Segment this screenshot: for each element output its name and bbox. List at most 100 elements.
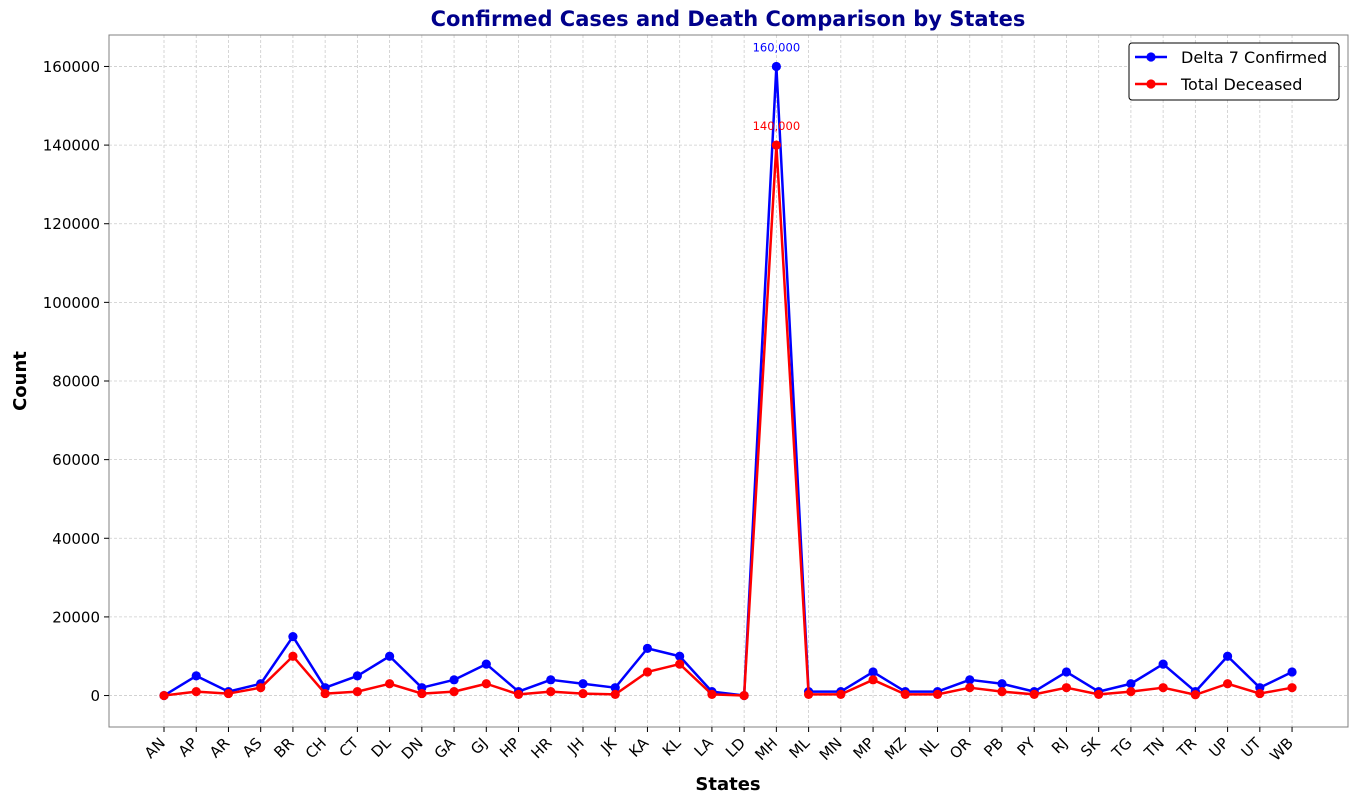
- series-group: [159, 61, 1297, 701]
- data-point: [868, 667, 878, 677]
- data-point: [481, 659, 491, 669]
- x-tick-label: UT: [1238, 734, 1266, 762]
- x-tick-label: SK: [1077, 733, 1104, 760]
- data-point: [578, 679, 588, 689]
- data-point: [1094, 689, 1104, 699]
- x-tick-label: BR: [270, 734, 297, 761]
- legend-label: Total Deceased: [1180, 75, 1302, 94]
- x-tick-label: HR: [528, 734, 556, 762]
- x-tick-label: WB: [1266, 734, 1296, 764]
- x-tick-label: OR: [946, 734, 974, 762]
- data-point: [385, 651, 395, 661]
- data-label: 140,000: [753, 119, 801, 133]
- data-point: [836, 689, 846, 699]
- series-line: [163, 143, 1293, 697]
- data-point: [1158, 683, 1168, 693]
- data-point: [449, 675, 459, 685]
- legend-swatch-marker: [1146, 52, 1156, 62]
- data-point: [191, 671, 201, 681]
- data-point: [804, 689, 814, 699]
- data-point: [191, 687, 201, 697]
- data-point: [965, 683, 975, 693]
- series-line: [163, 65, 1293, 697]
- data-point: [642, 667, 653, 677]
- y-tick-label: 60000: [52, 451, 100, 469]
- series-deceased: [159, 140, 1297, 701]
- x-tick-label: MP: [850, 734, 878, 762]
- x-tick-label: AS: [239, 734, 266, 761]
- x-tick-label: DL: [368, 734, 395, 761]
- data-point: [610, 689, 620, 699]
- data-point: [256, 683, 266, 693]
- x-axis: AN AP AR AS BR CH CT DL DN GA GJ HP HR JH JK KA KL LA LD MH…: [141, 727, 1297, 765]
- data-point: [481, 679, 491, 689]
- data-point: [578, 688, 588, 699]
- chart-title: Confirmed Cases and Death Comparison by …: [431, 7, 1026, 31]
- x-tick-label: CT: [336, 734, 363, 761]
- x-tick-label: AP: [175, 734, 201, 760]
- data-point: [997, 687, 1007, 697]
- data-point: [159, 690, 169, 701]
- x-axis-label: States: [695, 774, 760, 795]
- data-point: [320, 688, 330, 699]
- data-point: [1126, 687, 1136, 697]
- x-tick-label: UP: [1206, 734, 1233, 761]
- y-tick-label: 80000: [52, 373, 100, 391]
- y-tick-label: 40000: [52, 530, 100, 548]
- data-point: [1222, 651, 1233, 661]
- x-tick-label: CH: [302, 734, 330, 762]
- data-point: [642, 643, 653, 653]
- x-tick-label: MN: [816, 734, 846, 764]
- x-tick-label: NL: [916, 734, 943, 761]
- data-label: 160,000: [753, 40, 801, 54]
- data-point: [739, 690, 749, 701]
- data-point: [1222, 679, 1233, 689]
- x-tick-label: JK: [597, 733, 621, 757]
- data-point: [1061, 667, 1072, 677]
- data-point: [352, 687, 362, 697]
- legend-label: Delta 7 Confirmed: [1181, 48, 1327, 67]
- x-tick-label: TN: [1140, 734, 1168, 762]
- data-point: [1287, 667, 1297, 677]
- legend: Delta 7 Confirmed Total Deceased: [1128, 42, 1340, 101]
- x-tick-label: GJ: [467, 734, 491, 758]
- data-point: [449, 687, 459, 697]
- x-tick-label: MH: [751, 734, 781, 764]
- y-axis-label: Count: [10, 351, 31, 411]
- x-tick-label: KL: [659, 734, 685, 760]
- data-point: [1190, 690, 1200, 700]
- x-tick-label: KA: [626, 734, 653, 761]
- data-point: [1287, 683, 1297, 693]
- data-point: [610, 683, 620, 693]
- data-point: [385, 679, 395, 689]
- y-tick-label: 0: [90, 687, 100, 705]
- x-tick-label: RJ: [1048, 734, 1071, 757]
- x-tick-label: AR: [206, 734, 233, 761]
- data-point: [1158, 659, 1168, 669]
- data-point: [288, 651, 298, 661]
- y-tick-label: 120000: [43, 215, 100, 233]
- data-point: [707, 689, 717, 699]
- grid: [109, 35, 1348, 727]
- x-tick-label: PY: [1014, 734, 1040, 760]
- data-point: [223, 688, 234, 699]
- y-tick-label: 20000: [52, 608, 100, 626]
- x-tick-label: ML: [786, 734, 814, 762]
- data-point: [1029, 689, 1039, 699]
- x-tick-label: LD: [722, 734, 749, 761]
- legend-swatch-marker: [1146, 79, 1156, 89]
- data-point: [997, 679, 1007, 689]
- x-tick-label: PB: [980, 734, 1006, 760]
- x-tick-label: DN: [398, 734, 427, 763]
- data-point: [288, 631, 298, 642]
- y-tick-label: 140000: [43, 137, 100, 155]
- data-point: [1061, 683, 1072, 693]
- y-axis: 0 20000 40000 60000 80000 100000 120000 140000 1…: [43, 58, 109, 705]
- x-tick-label: JH: [563, 734, 588, 759]
- x-tick-label: AN: [141, 734, 169, 762]
- x-tick-label: HP: [496, 734, 523, 761]
- annotations: 160,000 140,000: [753, 40, 801, 133]
- legend-box: [1128, 42, 1340, 101]
